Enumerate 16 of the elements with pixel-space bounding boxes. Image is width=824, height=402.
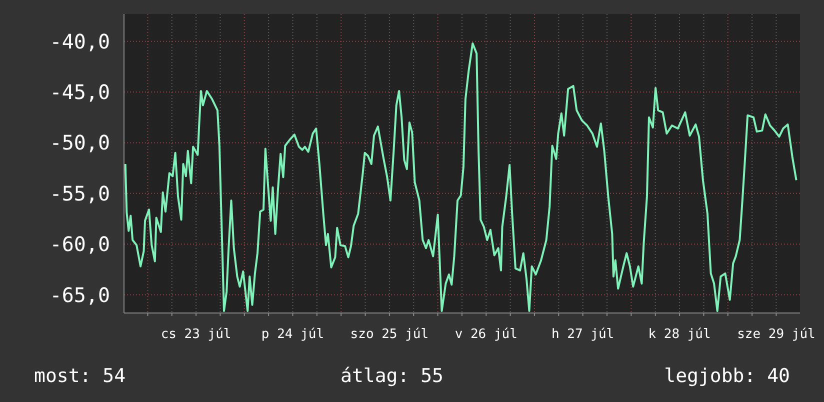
x-tick-label: szo 25 júl — [350, 327, 429, 342]
y-tick-label: -45,0 — [50, 80, 110, 104]
y-tick-label: -65,0 — [50, 282, 110, 307]
x-tick-label: cs 23 júl — [160, 327, 232, 342]
y-tick-label: -40,0 — [50, 29, 110, 54]
y-tick-label: -50,0 — [50, 130, 110, 155]
y-tick-label: -55,0 — [50, 181, 110, 206]
x-tick-label: v 26 júl — [454, 327, 518, 342]
text: most: 54 — [34, 365, 126, 387]
x-tick-label: sze 29 júl — [737, 327, 816, 342]
x-tick-label: h 27 júl — [552, 327, 614, 342]
text: átlag: 55 — [340, 365, 444, 387]
x-tick-label: p 24 júl — [261, 327, 324, 342]
x-tick-label: k 28 júl — [648, 327, 711, 342]
text: legjobb: 40 — [664, 365, 790, 387]
y-tick-label: -60,0 — [50, 232, 110, 256]
